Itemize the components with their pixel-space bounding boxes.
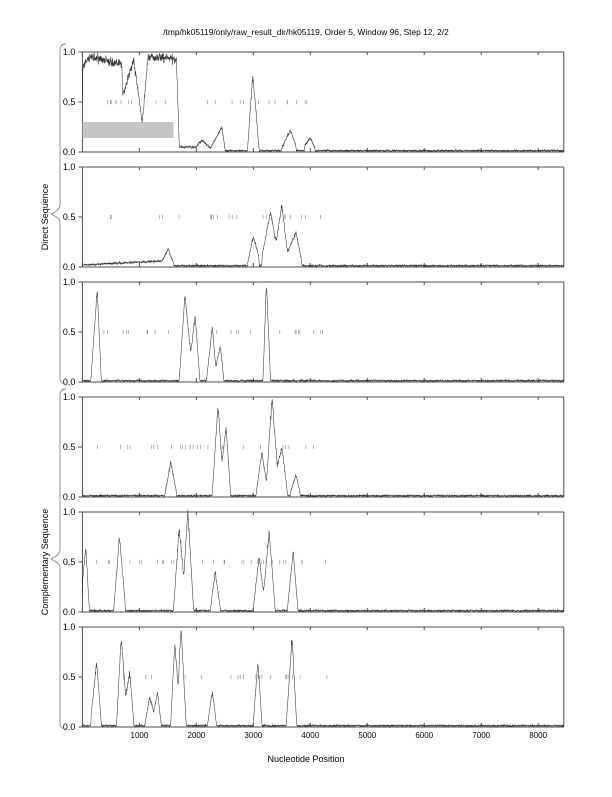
svg-text:8000: 8000 [529, 731, 547, 740]
svg-text:5000: 5000 [358, 731, 376, 740]
svg-text:1.0: 1.0 [63, 162, 76, 172]
svg-text:1.0: 1.0 [63, 392, 76, 402]
svg-text:0.0: 0.0 [63, 377, 76, 387]
svg-text:0.5: 0.5 [63, 97, 76, 107]
svg-text:2000: 2000 [187, 731, 205, 740]
svg-text:1000: 1000 [131, 731, 149, 740]
svg-text:0.0: 0.0 [63, 262, 76, 272]
svg-text:3000: 3000 [244, 731, 262, 740]
svg-text:0.0: 0.0 [63, 147, 76, 157]
svg-text:0.0: 0.0 [63, 722, 76, 732]
svg-text:0.5: 0.5 [63, 672, 76, 682]
svg-text:1.0: 1.0 [63, 47, 76, 57]
svg-text:0.5: 0.5 [63, 212, 76, 222]
svg-text:4000: 4000 [301, 731, 319, 740]
svg-text:1.0: 1.0 [63, 277, 76, 287]
svg-text:0.0: 0.0 [63, 607, 76, 617]
svg-text:0.0: 0.0 [63, 492, 76, 502]
svg-text:7000: 7000 [472, 731, 490, 740]
svg-text:6000: 6000 [415, 731, 433, 740]
svg-text:0.5: 0.5 [63, 442, 76, 452]
svg-text:1.0: 1.0 [63, 507, 76, 517]
svg-text:0.5: 0.5 [63, 557, 76, 567]
svg-text:0.5: 0.5 [63, 327, 76, 337]
svg-text:1.0: 1.0 [63, 622, 76, 632]
